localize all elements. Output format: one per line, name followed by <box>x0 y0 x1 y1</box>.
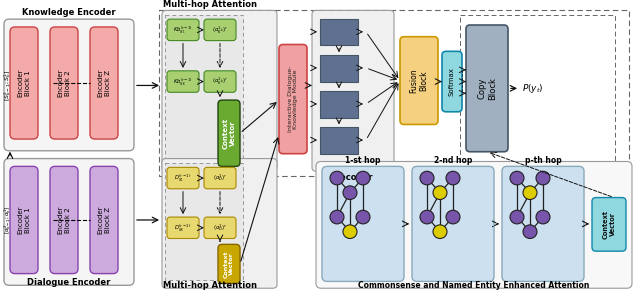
Circle shape <box>446 171 460 185</box>
Circle shape <box>330 210 344 224</box>
FancyBboxPatch shape <box>10 166 38 274</box>
Text: $P(y_t)$: $P(y_t)$ <box>522 82 544 95</box>
FancyBboxPatch shape <box>204 167 236 189</box>
Text: $Kb_{S_1}^{(r-1)}$: $Kb_{S_1}^{(r-1)}$ <box>173 24 193 36</box>
FancyBboxPatch shape <box>50 166 78 274</box>
FancyBboxPatch shape <box>167 217 199 238</box>
Text: Decoder: Decoder <box>333 173 372 182</box>
Text: p-th hop: p-th hop <box>525 157 561 165</box>
FancyBboxPatch shape <box>442 51 462 112</box>
Text: Context
Vector: Context Vector <box>223 250 234 278</box>
Text: $Kb_{S_K}^{(r-1)}$: $Kb_{S_K}^{(r-1)}$ <box>173 75 193 88</box>
FancyBboxPatch shape <box>167 167 199 189</box>
FancyBboxPatch shape <box>162 10 277 171</box>
FancyBboxPatch shape <box>162 159 277 288</box>
Circle shape <box>433 186 447 200</box>
Text: $(\alpha^1_{K^b})^r$: $(\alpha^1_{K^b})^r$ <box>212 76 228 87</box>
FancyBboxPatch shape <box>204 71 236 92</box>
Text: Softmax: Softmax <box>449 67 455 96</box>
FancyBboxPatch shape <box>502 166 584 281</box>
FancyBboxPatch shape <box>322 166 404 281</box>
FancyBboxPatch shape <box>312 10 394 171</box>
Text: $[S^2_{k-1};S^1_k]$: $[S^2_{k-1};S^1_k]$ <box>2 69 13 101</box>
FancyBboxPatch shape <box>316 162 632 288</box>
Text: Encoder
Block 1: Encoder Block 1 <box>17 69 31 97</box>
Circle shape <box>343 225 357 238</box>
Bar <box>320 19 358 45</box>
Circle shape <box>523 186 537 200</box>
FancyBboxPatch shape <box>400 37 438 124</box>
Circle shape <box>510 210 524 224</box>
FancyBboxPatch shape <box>218 244 240 283</box>
Text: $[\alpha^2_{k-1};\alpha^1_k]$: $[\alpha^2_{k-1};\alpha^1_k]$ <box>2 206 13 234</box>
FancyBboxPatch shape <box>279 45 307 154</box>
Circle shape <box>420 171 434 185</box>
Text: Encoder
Block Z: Encoder Block Z <box>97 69 111 97</box>
FancyBboxPatch shape <box>592 198 626 251</box>
Bar <box>165 15 243 163</box>
Text: Encoder
Block 2: Encoder Block 2 <box>58 206 70 234</box>
Bar <box>165 163 243 280</box>
FancyBboxPatch shape <box>167 19 199 41</box>
Bar <box>460 15 615 163</box>
FancyBboxPatch shape <box>204 217 236 238</box>
Bar <box>320 127 358 154</box>
Circle shape <box>536 210 550 224</box>
Text: Fusion
Block: Fusion Block <box>410 68 429 93</box>
Bar <box>159 10 629 176</box>
FancyBboxPatch shape <box>204 19 236 41</box>
FancyBboxPatch shape <box>90 27 118 139</box>
Text: $(\alpha^1_{D})^r$: $(\alpha^1_{D})^r$ <box>213 173 227 184</box>
Circle shape <box>446 210 460 224</box>
Text: $(\alpha^1_{D})^r$: $(\alpha^1_{D})^r$ <box>213 222 227 233</box>
Text: Copy
Block: Copy Block <box>477 77 497 100</box>
Text: Encoder
Block 1: Encoder Block 1 <box>17 206 31 234</box>
Text: Dialogue Encoder: Dialogue Encoder <box>28 278 111 287</box>
Bar <box>320 91 358 118</box>
Text: 2-nd hop: 2-nd hop <box>434 157 472 165</box>
Circle shape <box>510 171 524 185</box>
FancyBboxPatch shape <box>90 166 118 274</box>
Text: $(\alpha^1_{K^b})^r$: $(\alpha^1_{K^b})^r$ <box>212 24 228 36</box>
FancyBboxPatch shape <box>4 19 134 151</box>
Text: $D_{S_K}^{(r-1)}$: $D_{S_K}^{(r-1)}$ <box>174 222 191 234</box>
FancyBboxPatch shape <box>167 71 199 92</box>
FancyBboxPatch shape <box>50 27 78 139</box>
Circle shape <box>523 225 537 238</box>
Text: Multi-hop Attention: Multi-hop Attention <box>163 0 257 10</box>
FancyBboxPatch shape <box>412 166 494 281</box>
Text: Knowledge Encoder: Knowledge Encoder <box>22 8 116 17</box>
FancyBboxPatch shape <box>466 25 508 152</box>
Text: Encoder
Block Z: Encoder Block Z <box>97 206 111 234</box>
Circle shape <box>343 186 357 200</box>
Circle shape <box>356 210 370 224</box>
Circle shape <box>433 225 447 238</box>
Circle shape <box>356 171 370 185</box>
FancyBboxPatch shape <box>218 100 240 166</box>
FancyBboxPatch shape <box>10 27 38 139</box>
Bar <box>320 55 358 82</box>
Text: Commonsense and Named Entity Enhanced Attention: Commonsense and Named Entity Enhanced At… <box>358 281 589 290</box>
FancyBboxPatch shape <box>4 159 134 285</box>
Text: Interactive Dialogue-
Knowledge Module: Interactive Dialogue- Knowledge Module <box>287 66 298 132</box>
Circle shape <box>420 210 434 224</box>
Circle shape <box>536 171 550 185</box>
Text: Multi-hop Attention: Multi-hop Attention <box>163 281 257 290</box>
Circle shape <box>330 171 344 185</box>
Text: $D_{S_1}^{(r-1)}$: $D_{S_1}^{(r-1)}$ <box>174 172 191 184</box>
Text: Encoder
Block 2: Encoder Block 2 <box>58 69 70 97</box>
Text: 1-st hop: 1-st hop <box>345 157 381 165</box>
Text: Context
Vector: Context Vector <box>602 210 616 239</box>
Text: Context
Vector: Context Vector <box>223 118 236 149</box>
